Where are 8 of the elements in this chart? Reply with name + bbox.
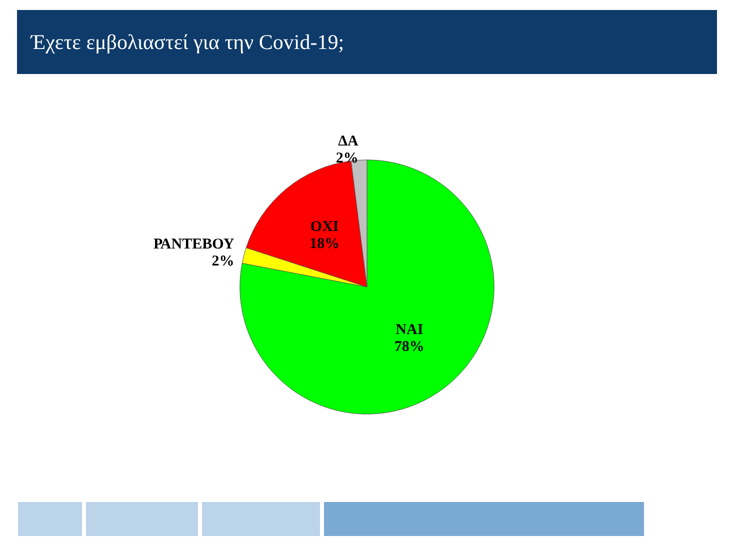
slice-label: ΝΑΙ <box>396 322 424 338</box>
slice-label: ΟΧΙ <box>310 219 339 236</box>
data-label: 18% <box>310 236 340 252</box>
slice-label: ΔΑ <box>338 134 359 150</box>
data-label: 2% <box>212 253 234 270</box>
chart-title: Έχετε εμβολιαστεί για την Covid-19; <box>17 10 717 74</box>
data-label: 78% <box>394 338 424 355</box>
slice-label: ΡΑΝΤΕΒΟΥ <box>153 236 234 252</box>
